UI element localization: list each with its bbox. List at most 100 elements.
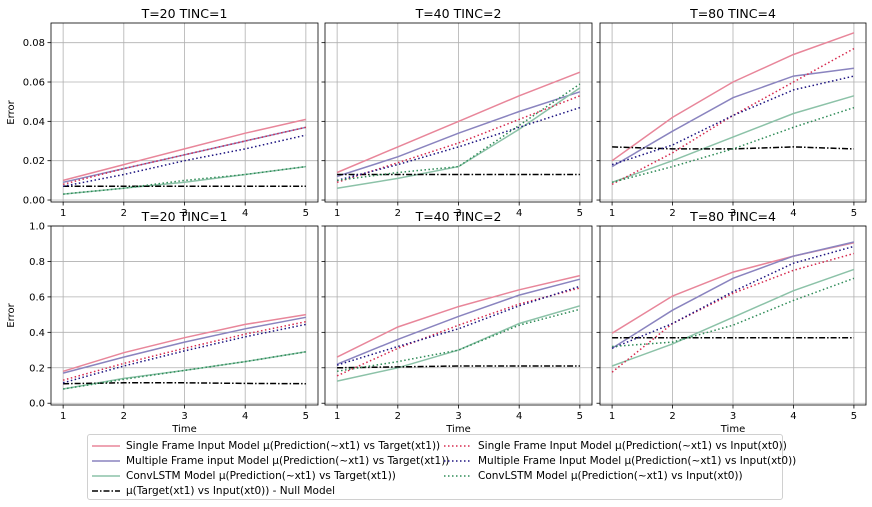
series-line-cl-input	[612, 277, 855, 348]
series-line-cl-input	[611, 106, 855, 184]
x-tick-label: 4	[516, 411, 522, 422]
subplot: 1 2 3 4 5 T=80 TINC=4	[596, 6, 867, 219]
legend-swatch-mf-target	[92, 459, 120, 462]
x-tick-label: 3	[730, 208, 736, 219]
x-tick-label: 4	[242, 411, 248, 422]
series-line-mf-input	[62, 323, 307, 384]
series-line-cl-target	[336, 87, 581, 189]
subplot: 1 2 3 4 5 T=80 TINC=4 Time	[596, 209, 867, 435]
subplot-title: T=20 TINC=1	[141, 6, 228, 21]
legend-item: Multiple Frame Input Model μ(Prediction(…	[444, 453, 796, 468]
legend-item: Multiple Frame input Model μ(Prediction(…	[92, 453, 449, 468]
y-tick-label: 0.8	[29, 257, 45, 268]
series-line-mf-target	[611, 241, 855, 349]
subplot-title: T=80 TINC=4	[689, 6, 776, 21]
y-tick-label: 0.02	[23, 156, 45, 167]
subplot: 1 2 3 4 5 0.00 0.02 0.04 0.06 0.08 T=20 TINC=1 Erro…	[6, 6, 319, 219]
y-tick-label: 0.4	[29, 328, 45, 339]
x-tick-label: 4	[516, 208, 522, 219]
x-axis-label: Time	[171, 424, 196, 435]
subplot: 1 2 3 4 5 0.0 0.2 0.4 0.6 0.8 1.0 T=20 TINC=1 Error T…	[6, 209, 319, 435]
x-tick-label: 1	[609, 208, 615, 219]
x-tick-label: 2	[395, 411, 401, 422]
x-tick-label: 5	[577, 208, 583, 219]
x-tick-label: 2	[121, 411, 127, 422]
y-tick-label: 0.04	[23, 117, 45, 128]
x-tick-label: 3	[181, 208, 187, 219]
legend-label: Multiple Frame Input Model μ(Prediction(…	[478, 454, 797, 467]
legend-label: Single Frame Input Model μ(Prediction(~x…	[126, 439, 441, 452]
series-line-cl-target	[611, 95, 855, 184]
series-line-mf-input	[336, 285, 581, 366]
y-tick-label: 0.0	[29, 399, 45, 410]
series-line-mf-target	[336, 91, 581, 178]
series-line-cl-target	[336, 305, 581, 382]
x-axis-label: Time	[720, 424, 745, 435]
x-axis-label: Time	[445, 424, 470, 435]
legend-swatch-cl-target	[92, 474, 120, 477]
x-tick-label: 3	[455, 208, 461, 219]
subplot: 1 2 3 4 5 T=40 TINC=2 Time	[321, 209, 593, 435]
subplot-title: T=20 TINC=1	[141, 209, 228, 224]
y-tick-label: 0.00	[23, 196, 45, 207]
x-tick-label: 5	[303, 411, 309, 422]
series-line-cl-input	[63, 165, 306, 195]
series-line-mf-input	[62, 134, 307, 188]
legend-item: Single Frame Input Model μ(Prediction(~x…	[92, 438, 440, 453]
legend-label: ConvLSTM Model μ(Prediction(~xt1) vs Tar…	[126, 469, 396, 482]
x-tick-label: 4	[790, 411, 796, 422]
series-line-sf-target	[336, 71, 581, 174]
x-tick-label: 2	[669, 208, 675, 219]
series-line-cl-target	[611, 268, 855, 367]
series-line-sf-input	[611, 252, 855, 373]
x-tick-label: 4	[790, 208, 796, 219]
x-tick-label: 1	[609, 411, 615, 422]
x-tick-label: 2	[121, 208, 127, 219]
x-tick-label: 4	[242, 208, 248, 219]
series-line-mf-input	[611, 75, 855, 166]
series-line-sf-input	[62, 126, 307, 186]
y-tick-label: 0.2	[29, 363, 45, 374]
y-tick-label: 0.08	[23, 38, 45, 49]
series-line-cl-input	[336, 308, 581, 373]
legend-swatch-sf-target	[92, 444, 120, 447]
legend-label: Single Frame Input Model μ(Prediction(~x…	[478, 439, 787, 452]
legend-swatch-null	[92, 489, 120, 492]
x-tick-label: 5	[577, 411, 583, 422]
legend-item: ConvLSTM Model μ(Prediction(~xt1) vs Tar…	[92, 468, 396, 483]
x-tick-label: 3	[181, 411, 187, 422]
series-line-cl-input	[337, 83, 581, 182]
subplot-title: T=40 TINC=2	[415, 209, 502, 224]
legend-swatch-sf-input	[444, 444, 472, 447]
series-line-sf-target	[62, 118, 307, 182]
series-line-mf-target	[336, 278, 581, 365]
x-tick-label: 2	[395, 208, 401, 219]
x-tick-label: 5	[851, 208, 857, 219]
series-line-mf-target	[62, 316, 307, 374]
x-tick-label: 2	[669, 411, 675, 422]
x-tick-label: 1	[60, 208, 66, 219]
y-tick-label: 0.06	[23, 78, 45, 89]
y-tick-label: 0.6	[29, 292, 45, 303]
legend-label: Multiple Frame input Model μ(Prediction(…	[126, 454, 450, 467]
legend-item: μ(Target(xt1) vs Input(xt0)) - Null Mode…	[92, 483, 335, 498]
subplot-title: T=40 TINC=2	[415, 6, 502, 21]
legend-swatch-cl-input	[444, 474, 472, 477]
legend-label: ConvLSTM Model μ(Prediction(~xt1) vs Inp…	[478, 469, 743, 482]
series-line-sf-target	[611, 32, 855, 162]
y-tick-label: 1.0	[29, 222, 45, 233]
x-tick-label: 3	[455, 411, 461, 422]
x-tick-label: 1	[334, 208, 340, 219]
legend-item: ConvLSTM Model μ(Prediction(~xt1) vs Inp…	[444, 468, 743, 483]
x-tick-label: 1	[334, 411, 340, 422]
series-line-mf-target	[611, 67, 854, 168]
x-tick-label: 1	[60, 411, 66, 422]
subplot: 1 2 3 4 5 T=40 TINC=2	[321, 6, 593, 219]
series-line-sf-input	[62, 320, 307, 381]
x-tick-label: 5	[303, 208, 309, 219]
series-line-sf-target	[62, 313, 307, 373]
legend-label: μ(Target(xt1) vs Input(xt0)) - Null Mode…	[126, 484, 335, 497]
series-line-sf-target	[336, 274, 581, 358]
series-line-sf-input	[611, 47, 855, 185]
legend-swatch-mf-input	[444, 459, 472, 462]
